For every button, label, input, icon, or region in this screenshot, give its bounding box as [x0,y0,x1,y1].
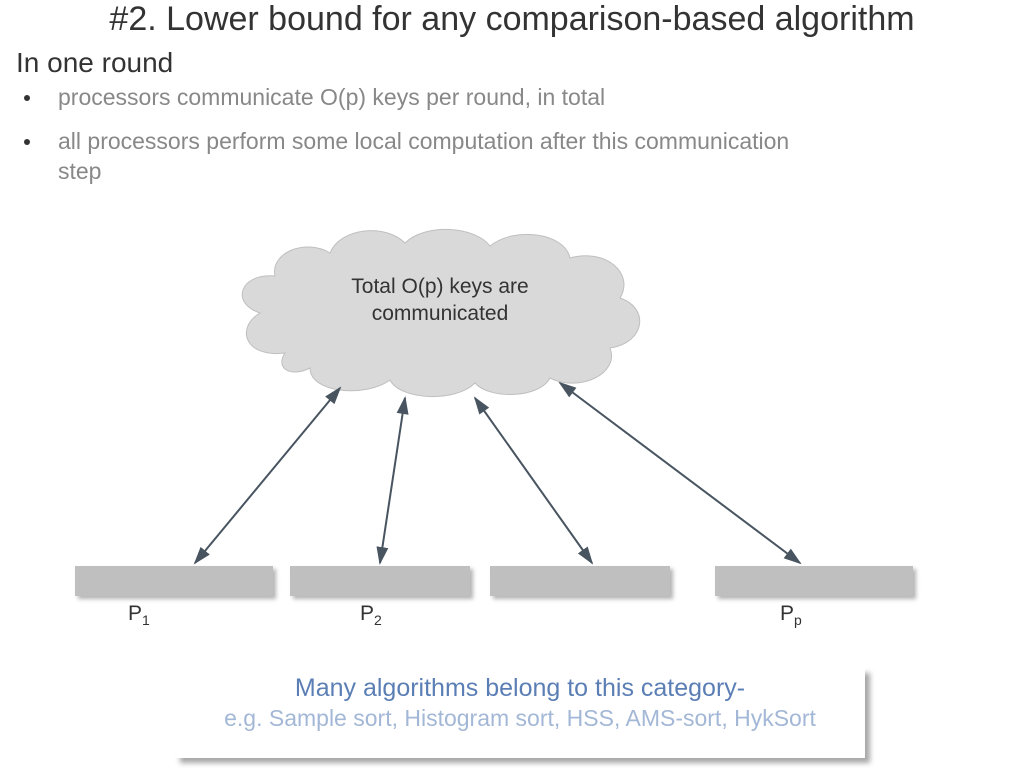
processor-box [490,566,670,596]
bullet-item: processors communicate O(p) keys per rou… [24,83,1024,113]
comm-arrow [560,383,800,563]
processor-box [715,566,913,596]
footer-callout: Many algorithms belong to this category-… [175,668,865,758]
comm-arrow [380,398,405,563]
slide-title: #2. Lower bound for any comparison-based… [0,0,1024,39]
footer-line-2: e.g. Sample sort, Histogram sort, HSS, A… [175,705,865,732]
communication-diagram: Total O(p) keys are communicated P1P2Pp [0,218,1024,648]
processor-label: P2 [360,602,382,628]
slide-subheading: In one round [16,47,1024,79]
processor-box [75,566,273,596]
bullet-item: all processors perform some local comput… [24,127,1024,187]
bullet-text: all processors perform some local comput… [58,127,818,187]
comm-arrow [475,398,592,563]
comm-arrow [195,388,340,563]
processor-label: P1 [128,602,150,628]
bullet-text: processors communicate O(p) keys per rou… [58,83,605,113]
bullet-marker [24,139,30,145]
processor-box [290,566,470,596]
bullet-marker [24,95,30,101]
bullet-list: processors communicate O(p) keys per rou… [24,83,1024,187]
footer-line-1: Many algorithms belong to this category- [175,674,865,703]
processor-label: Pp [780,602,802,628]
